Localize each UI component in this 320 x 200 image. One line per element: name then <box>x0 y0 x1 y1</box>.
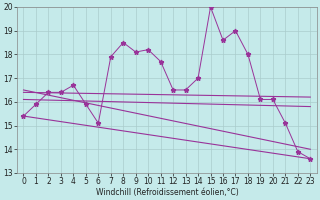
X-axis label: Windchill (Refroidissement éolien,°C): Windchill (Refroidissement éolien,°C) <box>96 188 238 197</box>
